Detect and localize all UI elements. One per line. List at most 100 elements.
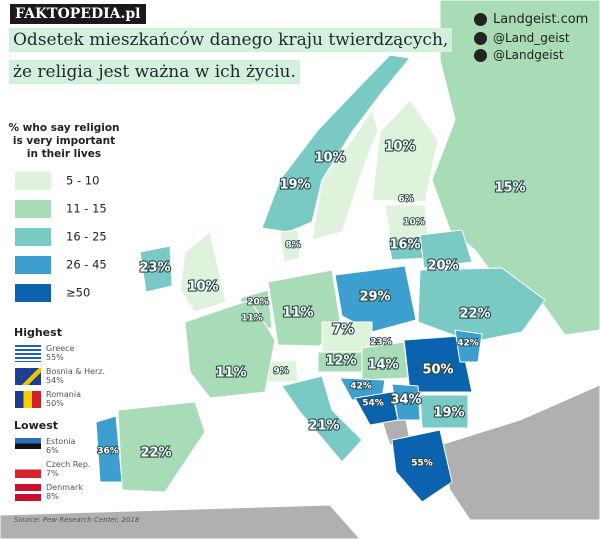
map-label: 6% [398, 195, 413, 205]
map-label: 50% [422, 363, 453, 378]
legend-label: 11 - 15 [66, 201, 107, 216]
map-label: 9% [273, 367, 288, 377]
map-label: 36% [97, 447, 119, 457]
credit: Landgeist.com [474, 12, 588, 27]
map-label: 23% [370, 338, 392, 348]
map-labels: 10% 10% 19% 15% 6% 10% 16% 8% 23% 20% 10% 29% 20% 11%… [96, 138, 526, 469]
bulgaria [419, 394, 469, 429]
rank-text: Czech Rep. 7% [46, 460, 90, 478]
map-label: 42% [350, 382, 372, 392]
flag [15, 345, 41, 362]
map-label: 12% [325, 354, 356, 369]
map-label: 14% [367, 358, 398, 373]
legend-swatch [15, 256, 51, 274]
rank-text: Romania 50% [46, 390, 81, 408]
map-label: 16% [389, 238, 420, 253]
legend-swatch [15, 200, 51, 218]
legend-label: 5 - 10 [66, 173, 100, 188]
map-label: 42% [457, 339, 479, 349]
map-label: 8% [285, 241, 300, 251]
rank-value: 50% [46, 399, 64, 408]
flag [15, 484, 41, 501]
map-label: 10% [187, 280, 218, 295]
brand: FAKTOPEDIA.pl [10, 4, 146, 24]
gray-land [0, 504, 361, 539]
legend-item: 11 - 15 [15, 200, 107, 218]
map-label: 29% [359, 290, 390, 305]
map-label: 23% [139, 261, 170, 276]
map-label: 20% [427, 259, 458, 274]
legend-swatch [15, 284, 51, 302]
map-label: 11% [241, 314, 263, 324]
map-label: 21% [308, 419, 339, 434]
serbia [391, 383, 421, 421]
legend-title-line: is very important [12, 135, 116, 147]
map-label: 7% [332, 323, 354, 338]
legend-swatch [15, 228, 51, 246]
rank-value: 6% [46, 446, 59, 455]
poland [334, 265, 417, 333]
section-title: Lowest [14, 419, 58, 432]
rank-value: 8% [46, 492, 59, 501]
legend-label: 26 - 45 [66, 257, 107, 272]
rank-country: Denmark [46, 483, 83, 492]
credit: @Land_geist [474, 31, 570, 45]
rank-text: Bosnia & Herz. 54% [46, 367, 105, 385]
rank-country: Bosnia & Herz. [46, 367, 106, 376]
map-label: 10% [384, 140, 415, 155]
legend-item: 16 - 25 [15, 228, 107, 246]
rank-value: 54% [46, 376, 64, 385]
map-label: 11% [282, 306, 313, 321]
rank-country: Estonia [46, 437, 76, 446]
legend-title-line: % who say religion [8, 122, 120, 134]
map-label: 10% [403, 218, 425, 228]
map-label: 11% [215, 366, 246, 381]
legend-label: 16 - 25 [66, 229, 107, 244]
map-label: 55% [411, 459, 433, 469]
rank-country: Romania [46, 390, 81, 399]
source: Source: Pew Research Center, 2018 [14, 516, 140, 524]
title-line: że religia jest ważna w ich życiu. [9, 60, 300, 84]
flag [15, 461, 41, 478]
rank-country: Greece [46, 344, 75, 353]
map-label: 34% [390, 393, 421, 408]
sweden [311, 108, 379, 241]
legend-item: ≥50 [15, 284, 90, 302]
greece [391, 429, 453, 503]
credit-text: Landgeist.com [493, 12, 589, 27]
rank-text: Estonia 6% [46, 437, 75, 455]
ukraine [417, 267, 546, 343]
rank-value: 55% [46, 353, 64, 362]
map-label: 15% [494, 181, 525, 196]
moldova [454, 329, 483, 363]
legend-title-line: in their lives [26, 148, 102, 160]
gray-land [439, 384, 600, 521]
france [184, 299, 276, 399]
italy [281, 375, 363, 463]
denmark [279, 229, 301, 263]
map-label: 20% [247, 298, 269, 308]
legend-label: ≥50 [66, 285, 91, 300]
flag [15, 438, 41, 455]
map-label: 10% [314, 151, 345, 166]
credit-text: @Landgeist [493, 48, 564, 62]
legend-item: 5 - 10 [15, 172, 99, 190]
portugal [95, 415, 123, 483]
title-line: Odsetek mieszkańców danego kraju twierdz… [9, 28, 453, 52]
credit: @Landgeist [474, 48, 564, 62]
norway [261, 54, 411, 233]
rank-value: 7% [46, 469, 59, 478]
section-title: Highest [14, 326, 62, 339]
ireland [139, 245, 173, 293]
legend-swatch [15, 172, 51, 190]
rank-text: Denmark 8% [46, 483, 83, 501]
uk [179, 231, 227, 313]
map-label: 22% [459, 307, 490, 322]
map-label: 19% [433, 406, 464, 421]
map-label: 54% [362, 399, 384, 409]
flag [15, 391, 41, 408]
legend-title: % who say religion is very important in … [4, 122, 124, 161]
